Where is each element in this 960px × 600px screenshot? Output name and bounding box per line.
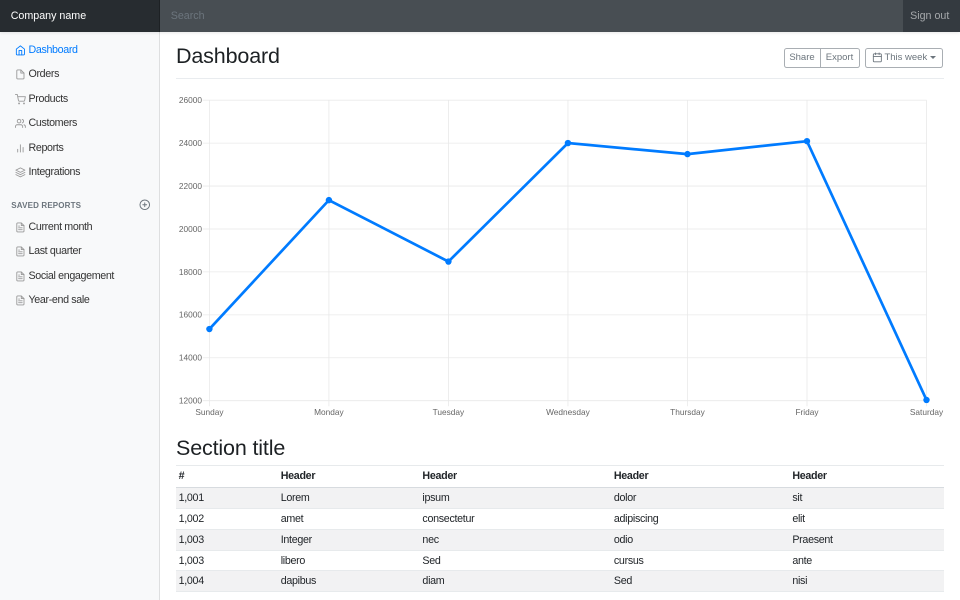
svg-text:Friday: Friday [795,407,819,417]
svg-text:Sunday: Sunday [195,407,224,417]
svg-text:26000: 26000 [179,95,202,105]
svg-text:14000: 14000 [179,353,202,363]
svg-text:24000: 24000 [179,138,202,148]
svg-text:Thursday: Thursday [670,407,705,417]
svg-text:16000: 16000 [179,310,202,320]
svg-text:Saturday: Saturday [910,407,944,417]
svg-text:18000: 18000 [179,267,202,277]
svg-text:20000: 20000 [179,224,202,234]
svg-text:22000: 22000 [179,181,202,191]
svg-text:Monday: Monday [314,407,344,417]
svg-text:Tuesday: Tuesday [433,407,465,417]
svg-text:Wednesday: Wednesday [546,407,591,417]
svg-text:12000: 12000 [179,396,202,406]
